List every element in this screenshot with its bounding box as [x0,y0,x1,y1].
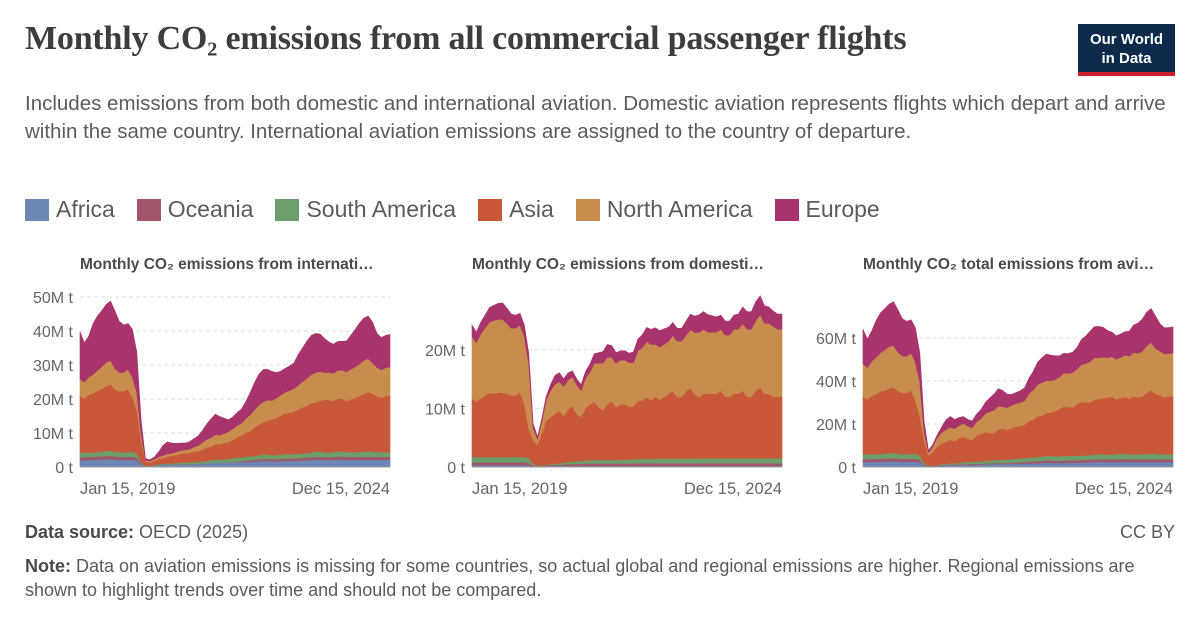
chart-panel-0: 0 t 10M t 20M t 30M t 40M t 50M t Jan 15, 2019… [33,290,391,498]
note-label: Note: [25,556,71,576]
owid-logo[interactable]: Our World in Data [1078,24,1175,76]
x-tick-label-start: Jan 15, 2019 [80,480,175,498]
x-tick-label-start: Jan 15, 2019 [863,480,958,498]
logo-line-2: in Data [1101,50,1152,67]
y-tick-label: 30M t [33,358,74,375]
x-tick-label-end: Dec 15, 2024 [1075,480,1173,498]
chart-note: Note: Data on aviation emissions is miss… [25,554,1175,602]
chart-subtitle: Includes emissions from both domestic an… [25,92,1166,143]
data-source-value[interactable]: OECD (2025) [134,522,249,542]
legend-item-north-america[interactable]: North America [575,196,753,223]
legend: Africa Oceania South America Asia North Amer… [25,196,902,223]
y-tick-label: 20M t [816,417,857,434]
legend-item-oceania[interactable]: Oceania [136,196,254,223]
legend-swatch [774,198,799,221]
legend-label: Europe [805,196,880,222]
y-tick-label: 0 t [838,460,856,477]
data-source-label: Data source: [25,522,135,542]
data-source: Data source: OECD (2025) [25,522,248,543]
x-tick-label-end: Dec 15, 2024 [684,480,782,498]
legend-item-europe[interactable]: Europe [774,196,880,223]
legend-item-asia[interactable]: Asia [478,196,554,223]
y-tick-label: 40M t [33,324,74,341]
legend-label: Asia [509,196,554,222]
legend-swatch [275,198,300,221]
legend-label: South America [306,196,457,222]
area-europe[interactable] [471,295,783,441]
chart-title: Monthly CO₂ emissions from all commercia… [25,20,907,57]
y-tick-label: 10M t [33,426,74,443]
note-text: Data on aviation emissions is missing fo… [25,556,1135,600]
area-europe[interactable] [862,301,1174,454]
y-tick-label: 0 t [447,460,465,477]
legend-label: Africa [56,196,115,222]
x-tick-label-start: Jan 15, 2019 [472,480,567,498]
y-tick-label: 0 t [55,460,73,477]
legend-swatch [478,198,503,221]
legend-label: Oceania [167,196,254,222]
chart-panel-2: 0 t 20M t 40M t 60M t Jan 15, 2019 Dec 15, 20… [816,301,1174,498]
panel-title-international: Monthly CO₂ emissions from internati… [80,256,374,273]
area-europe[interactable] [79,300,391,462]
legend-label: North America [606,196,753,222]
logo-line-1: Our World [1089,31,1164,48]
legend-swatch [25,198,49,221]
y-tick-label: 20M t [33,392,74,409]
legend-item-africa[interactable]: Africa [25,196,115,223]
y-tick-label: 10M t [425,401,466,418]
y-tick-label: 50M t [33,290,74,307]
chart-panel-1: 0 t 10M t 20M t Jan 15, 2019 Dec 15, 2024 [425,295,783,498]
license-link[interactable]: CC BY [1119,522,1175,542]
legend-item-south-america[interactable]: South America [275,196,456,223]
legend-swatch [136,198,161,221]
panel-title-domestic: Monthly CO₂ emissions from domesti… [472,256,764,273]
panel-title-total: Monthly CO₂ total emissions from avi… [863,256,1155,273]
y-tick-label: 60M t [816,331,857,348]
y-tick-label: 20M t [425,343,466,360]
y-tick-label: 40M t [816,374,857,391]
x-tick-label-end: Dec 15, 2024 [292,480,390,498]
legend-swatch [575,198,600,221]
